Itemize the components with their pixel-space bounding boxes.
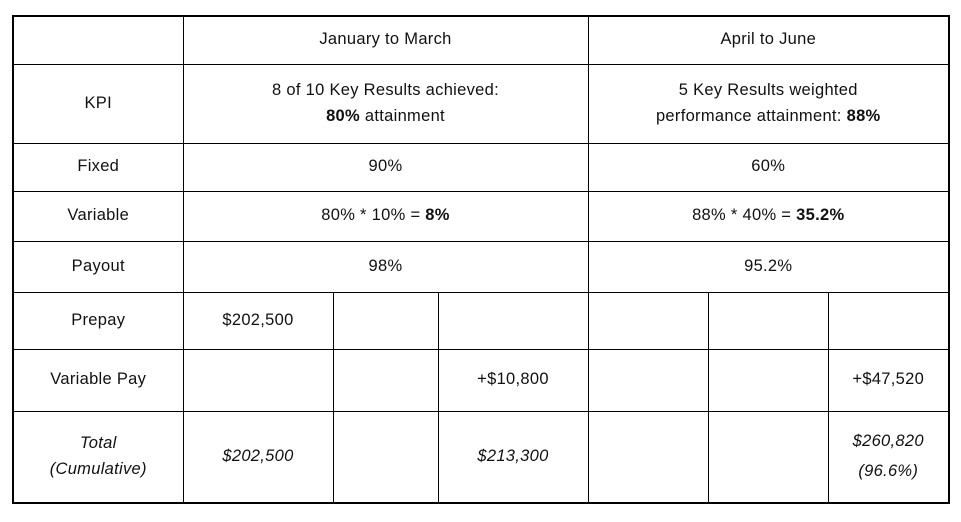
variable-q1-cell: 80% * 10% = 8% (182, 190, 589, 242)
fixed-row: Fixed 90% 60% (12, 142, 950, 192)
kpi-q2-line1: 5 Key Results weighted (678, 80, 858, 99)
total-cell-2 (332, 410, 439, 504)
prepay-cell-1: $202,500 (182, 291, 334, 350)
variable-pay-cell-2 (332, 348, 439, 412)
payout-row-label: Payout (12, 240, 184, 293)
kpi-q1-line1: 8 of 10 Key Results achieved: (272, 80, 499, 99)
total-row: Total (Cumulative) $202,500 $213,300 $26… (12, 410, 950, 504)
kpi-q1-cell: 8 of 10 Key Results achieved: 80% attain… (182, 63, 589, 144)
total-row-label: Total (Cumulative) (12, 410, 184, 504)
variable-q2-cell: 88% * 40% = 35.2% (587, 190, 950, 242)
prepay-cell-6 (827, 291, 950, 350)
prepay-cell-3 (437, 291, 589, 350)
variable-pay-row-label: Variable Pay (12, 348, 184, 412)
fixed-row-label: Fixed (12, 142, 184, 192)
variable-pay-cell-1 (182, 348, 334, 412)
kpi-q1-bold-value: 80% (326, 106, 360, 125)
kpi-q1-after: attainment (360, 106, 445, 125)
variable-pay-cell-3: +$10,800 (437, 348, 589, 412)
total-cell-3: $213,300 (437, 410, 589, 504)
page: January to March April to June KPI 8 of … (12, 15, 950, 504)
variable-pay-row: Variable Pay +$10,800 +$47,520 (12, 348, 950, 412)
variable-pay-cell-6: +$47,520 (827, 348, 950, 412)
payout-q2-cell: 95.2% (587, 240, 950, 293)
total-cell-6: $260,820 (96.6%) (827, 410, 950, 504)
corner-cell (12, 15, 184, 65)
total-q2-percent: (96.6%) (858, 462, 919, 481)
prepay-cell-5 (707, 291, 829, 350)
variable-pay-cell-5 (707, 348, 829, 412)
total-q2-amount: $260,820 (852, 431, 924, 450)
compensation-table: January to March April to June KPI 8 of … (12, 15, 950, 504)
variable-row-label: Variable (12, 190, 184, 242)
total-label-line1: Total (79, 434, 117, 453)
kpi-row-label: KPI (12, 63, 184, 144)
total-label-line2: (Cumulative) (49, 459, 147, 478)
prepay-row-label: Prepay (12, 291, 184, 350)
variable-q2-formula: 88% * 40% = (692, 206, 797, 225)
total-cell-1: $202,500 (182, 410, 334, 504)
fixed-q1-cell: 90% (182, 142, 589, 192)
fixed-q2-cell: 60% (587, 142, 950, 192)
variable-q2-result: 35.2% (796, 206, 845, 225)
kpi-q2-bold-value: 88% (846, 106, 881, 125)
total-cell-4 (587, 410, 709, 504)
payout-row: Payout 98% 95.2% (12, 240, 950, 293)
prepay-row: Prepay $202,500 (12, 291, 950, 350)
payout-q1-cell: 98% (182, 240, 589, 293)
prepay-cell-4 (587, 291, 709, 350)
variable-q1-result: 8% (425, 206, 450, 225)
kpi-q2-cell: 5 Key Results weighted performance attai… (587, 63, 950, 144)
variable-row: Variable 80% * 10% = 8% 88% * 40% = 35.2… (12, 190, 950, 242)
kpi-row: KPI 8 of 10 Key Results achieved: 80% at… (12, 63, 950, 144)
period-header-q1: January to March (182, 15, 589, 65)
variable-q1-formula: 80% * 10% = (321, 206, 426, 225)
variable-pay-cell-4 (587, 348, 709, 412)
period-header-q2: April to June (587, 15, 950, 65)
total-cell-5 (707, 410, 829, 504)
header-row: January to March April to June (12, 15, 950, 65)
kpi-q2-line2: performance attainment: (655, 106, 847, 125)
prepay-cell-2 (332, 291, 439, 350)
